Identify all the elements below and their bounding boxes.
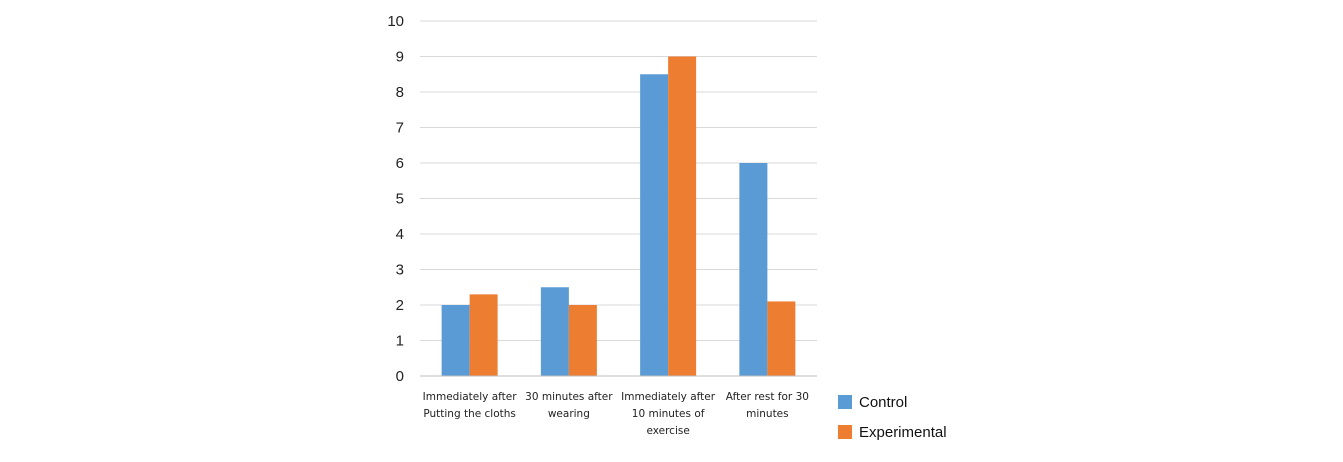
y-tick-label: 7 [396,120,404,137]
bars [441,56,796,376]
legend-swatch-experimental [838,425,852,439]
bar-experimental-2 [568,305,597,376]
legend-swatch-control [838,395,852,409]
bar-experimental-1 [469,294,498,376]
x-category-label: exercise [646,425,689,437]
x-category-label: Putting the cloths [423,408,516,420]
x-category-label: Immediately after [423,391,518,403]
x-category-label: 10 minutes of [632,408,705,420]
bar-control-3 [640,74,669,376]
y-axis-ticks: 0 1 2 3 4 5 6 7 8 9 10 [387,13,404,385]
y-tick-label: 3 [396,262,404,279]
x-axis-labels: Immediately after Putting the cloths 30 mi… [423,391,809,437]
y-tick-label: 6 [396,155,404,172]
bar-experimental-3 [668,56,697,376]
x-category-label: minutes [746,408,789,420]
y-tick-label: 4 [396,226,404,243]
x-category-label: Immediately after [621,391,716,403]
y-tick-label: 5 [396,191,404,208]
x-category-label: 30 minutes after [525,391,613,403]
legend-label-control: Control [859,394,907,411]
legend: Control Experimental [838,394,947,441]
x-category-label: wearing [548,408,590,420]
y-tick-label: 2 [396,297,404,314]
bar-control-1 [441,305,470,376]
y-tick-label: 10 [387,13,404,30]
y-tick-label: 9 [396,49,404,66]
y-tick-label: 1 [396,333,404,350]
bar-control-2 [540,287,569,376]
legend-label-experimental: Experimental [859,424,947,441]
x-category-label: After rest for 30 [726,391,809,403]
y-tick-label: 8 [396,84,404,101]
bar-experimental-4 [767,301,796,376]
y-tick-label: 0 [396,368,404,385]
bar-control-4 [739,163,768,376]
